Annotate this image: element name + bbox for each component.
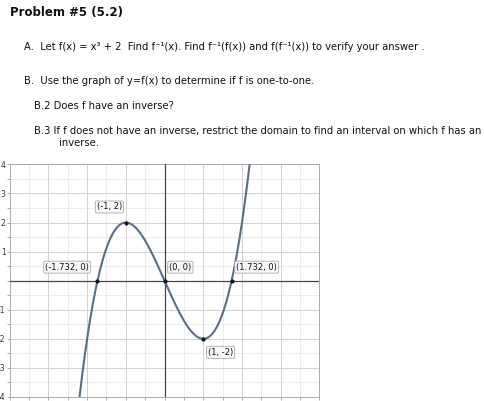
Text: Problem #5 (5.2): Problem #5 (5.2)	[10, 6, 122, 18]
Text: (1, -2): (1, -2)	[208, 348, 233, 357]
Text: B.3 If f does not have an inverse, restrict the domain to find an interval on wh: B.3 If f does not have an inverse, restr…	[33, 126, 481, 148]
Text: B.2 Does f have an inverse?: B.2 Does f have an inverse?	[33, 101, 173, 111]
Text: B.  Use the graph of y=f(x) to determine if f is one-to-one.: B. Use the graph of y=f(x) to determine …	[24, 76, 315, 86]
Text: (0, 0): (0, 0)	[169, 263, 192, 271]
Text: (-1, 2): (-1, 2)	[97, 203, 122, 211]
Text: (1.732, 0): (1.732, 0)	[236, 263, 277, 271]
Text: (-1.732, 0): (-1.732, 0)	[45, 263, 89, 271]
Text: A.  Let f(x) = x³ + 2  Find f⁻¹(x). Find f⁻¹(f(x)) and f(f⁻¹(x)) to verify your : A. Let f(x) = x³ + 2 Find f⁻¹(x). Find f…	[24, 42, 424, 52]
